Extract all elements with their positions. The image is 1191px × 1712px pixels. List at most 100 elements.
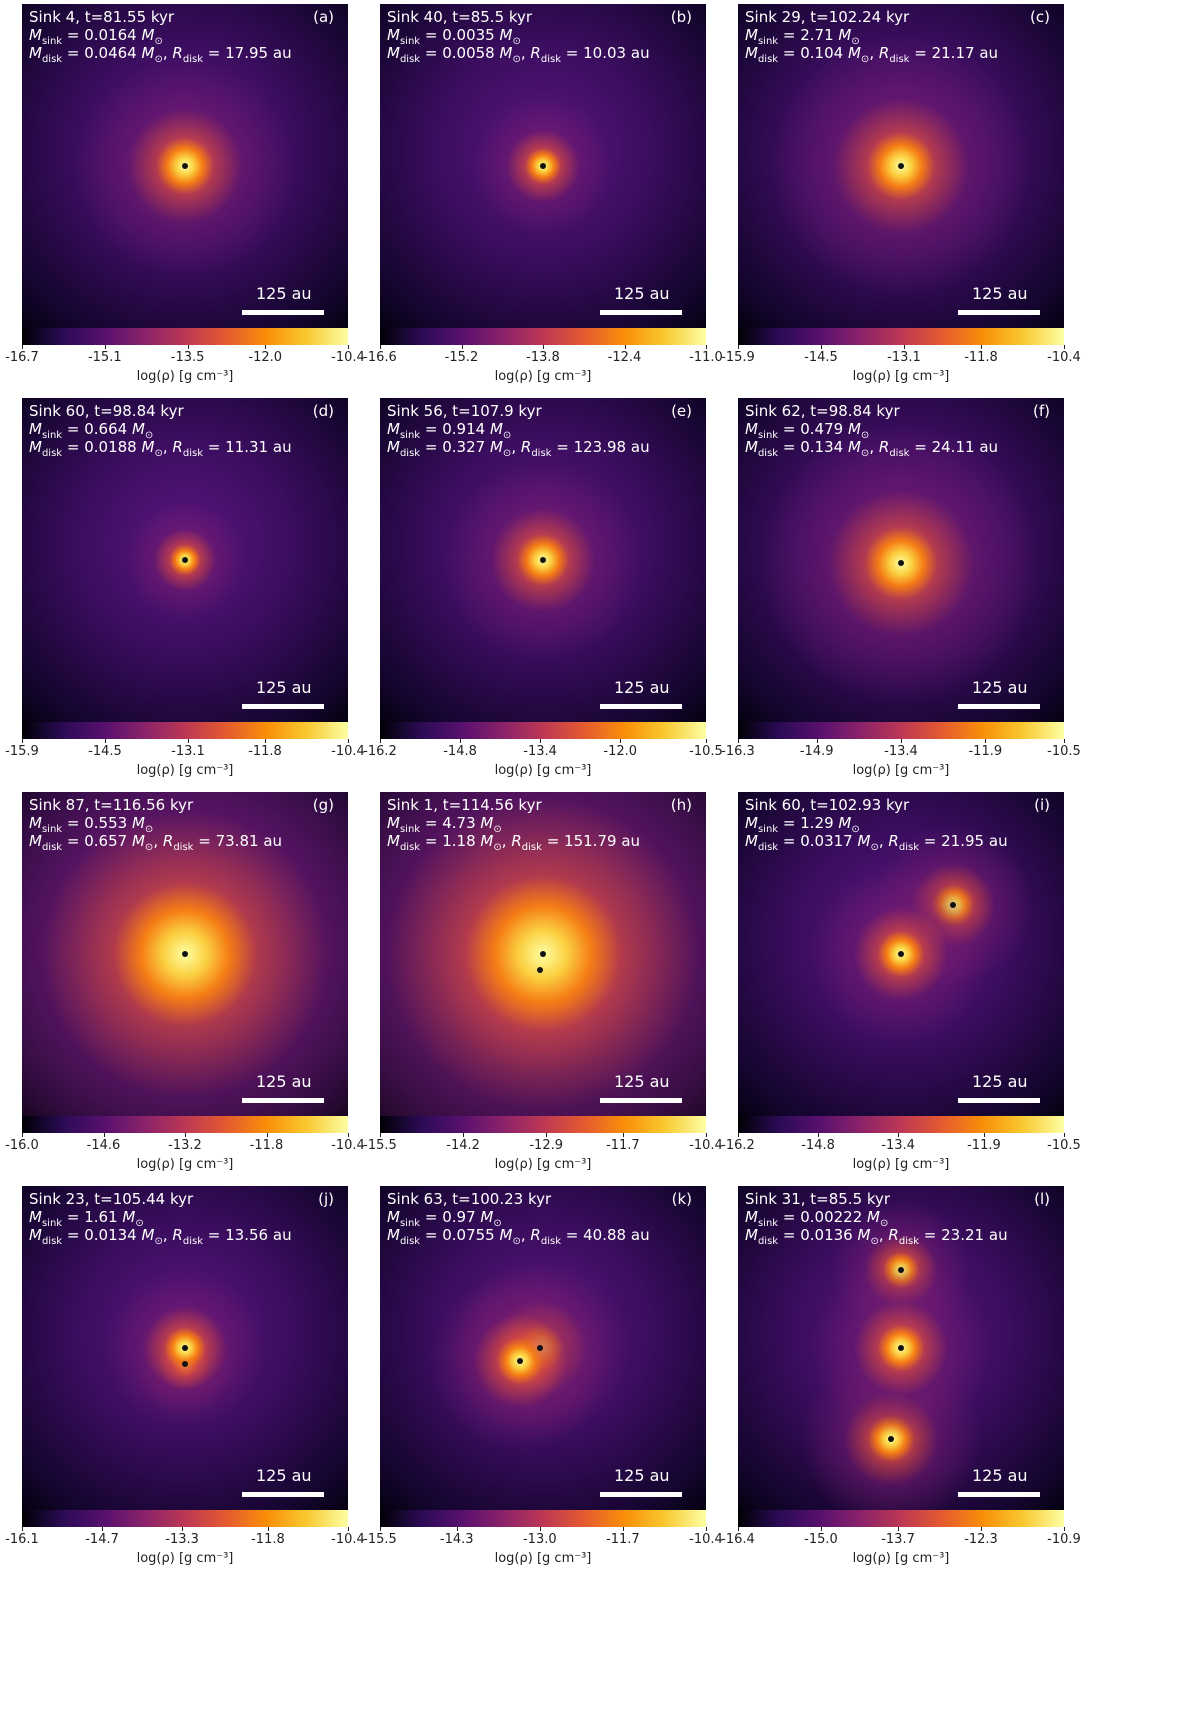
text-part: , [162, 44, 168, 62]
scale-bar-label: 125 au [972, 1466, 1028, 1485]
disk-props: Mdisk = 0.657 M⊙, Rdisk = 73.81 au [29, 832, 282, 853]
colorbar-tick-label: -10.4 [331, 350, 365, 365]
panel-title: Sink 63, t=100.23 kyr [387, 1190, 552, 1208]
colorbar-tick-label: -14.5 [88, 744, 122, 759]
colorbar-tick-label: -13.8 [526, 350, 560, 365]
text-part: sink [399, 430, 421, 441]
colorbar-tick [546, 1133, 548, 1137]
text-part: ⊙ [154, 54, 163, 65]
colorbar-tick [348, 1527, 349, 1531]
colorbar-tick-label: -15.5 [363, 1138, 397, 1153]
text-part: , [878, 1226, 884, 1244]
text-part: M [29, 26, 42, 44]
colorbar-tick-label: -12.4 [607, 350, 642, 365]
text-part: au [272, 438, 292, 456]
colorbar-tick [22, 1527, 23, 1531]
colorbar-label: log(ρ) [g cm⁻³] [852, 1551, 950, 1566]
text-part: disk [182, 1236, 203, 1247]
density-map: Sink 1, t=114.56 kyr (h) Msink = 4.73 M⊙ Md… [380, 792, 706, 1116]
panel-label: (b) [670, 8, 692, 26]
colorbar-tick-label: -14.5 [804, 350, 838, 365]
colorbar-tick-label: -10.4 [689, 1532, 723, 1547]
colorbar-tick [102, 1527, 104, 1531]
text-part: disk [399, 1236, 421, 1247]
text-part: 151.79 [564, 832, 617, 850]
text-part: au [979, 438, 999, 456]
colorbar-tick-label: -13.1 [171, 744, 205, 759]
colorbar-tick-label: -10.5 [1047, 1138, 1081, 1153]
colorbar-tick-label: -11.0 [689, 350, 723, 365]
text-part: 0.479 [800, 420, 844, 438]
colorbar-tick [187, 345, 189, 349]
text-part: sink [757, 430, 779, 441]
sink-marker [182, 163, 188, 169]
text-part: ⊙ [512, 54, 521, 65]
text-part: R [172, 438, 183, 456]
text-part: R [520, 438, 532, 456]
colorbar-tick [738, 1133, 739, 1137]
text-part: M [867, 1208, 880, 1226]
colorbar-tick-label: -11.8 [964, 350, 998, 365]
text-part: 4.73 [442, 814, 476, 832]
text-part: disk [889, 448, 910, 459]
text-part: ⊙ [851, 36, 860, 47]
colorbar-tick [348, 345, 349, 349]
panel-label: (d) [312, 402, 334, 420]
scale-bar-label: 125 au [256, 1072, 312, 1091]
colorbar-tick [460, 739, 462, 743]
sink-mass: Msink = 0.97 M⊙ [387, 1208, 502, 1229]
sink-marker [517, 1357, 524, 1364]
text-part: disk [41, 1236, 63, 1247]
text-part: 17.95 [225, 44, 269, 62]
text-part: = [424, 814, 438, 832]
text-part: 10.03 [583, 44, 627, 62]
panel-label: (f) [1033, 402, 1050, 420]
colorbar-tick [622, 1133, 624, 1137]
text-part: R [172, 44, 183, 62]
text-part: 0.0134 [84, 1226, 137, 1244]
sink-marker [536, 967, 543, 974]
colorbar-tick [820, 345, 822, 349]
colorbar-tick [267, 1527, 269, 1531]
text-part: disk [41, 54, 63, 65]
sink-marker [536, 1345, 543, 1351]
colorbar-tick-label: -13.3 [165, 1532, 199, 1547]
scale-bar-label: 125 au [614, 1466, 670, 1485]
text-part: M [387, 832, 400, 850]
text-part: M [745, 420, 758, 438]
sink-marker [898, 1345, 904, 1351]
text-part: disk [898, 1236, 919, 1247]
colorbar-tick-label: -15.2 [444, 350, 479, 365]
text-part: M [499, 1226, 513, 1244]
text-part: sink [757, 824, 779, 835]
text-part: R [172, 1226, 183, 1244]
colorbar-tick [706, 739, 707, 743]
panel-label: (e) [671, 402, 692, 420]
text-part: = [207, 44, 221, 62]
disk-props: Mdisk = 0.327 M⊙, Rdisk = 123.98 au [387, 438, 650, 459]
colorbar-label: log(ρ) [g cm⁻³] [852, 1157, 950, 1172]
colorbar-tick-label: -11.7 [606, 1138, 640, 1153]
text-part: disk [521, 842, 542, 853]
text-part: ⊙ [144, 430, 154, 441]
text-part: au [979, 44, 999, 62]
panel-title: Sink 31, t=85.5 kyr [745, 1190, 891, 1208]
colorbar-tick-label: -10.4 [1047, 350, 1081, 365]
scale-bar-label: 125 au [614, 678, 670, 697]
text-part: = [565, 1226, 579, 1244]
density-map: Sink 62, t=98.84 kyr (f) Msink = 0.479 M⊙ M… [738, 398, 1064, 722]
colorbar-tick-label: -14.2 [446, 1138, 480, 1153]
text-part: disk [399, 842, 421, 853]
text-part: 23.21 [941, 1226, 985, 1244]
colorbar-tick-label: -11.9 [967, 1138, 1001, 1153]
disk-props: Mdisk = 0.104 M⊙, Rdisk = 21.17 au [745, 44, 998, 65]
text-part: disk [399, 54, 421, 65]
text-part: M [857, 832, 871, 850]
text-part: M [141, 438, 155, 456]
scale-bar [242, 704, 324, 709]
sink-mass: Msink = 4.73 M⊙ [387, 814, 502, 835]
text-part: M [745, 832, 758, 850]
scale-bar-label: 125 au [972, 1072, 1028, 1091]
colorbar-tick-label: -10.5 [689, 744, 723, 759]
scale-bar-label: 125 au [256, 678, 312, 697]
